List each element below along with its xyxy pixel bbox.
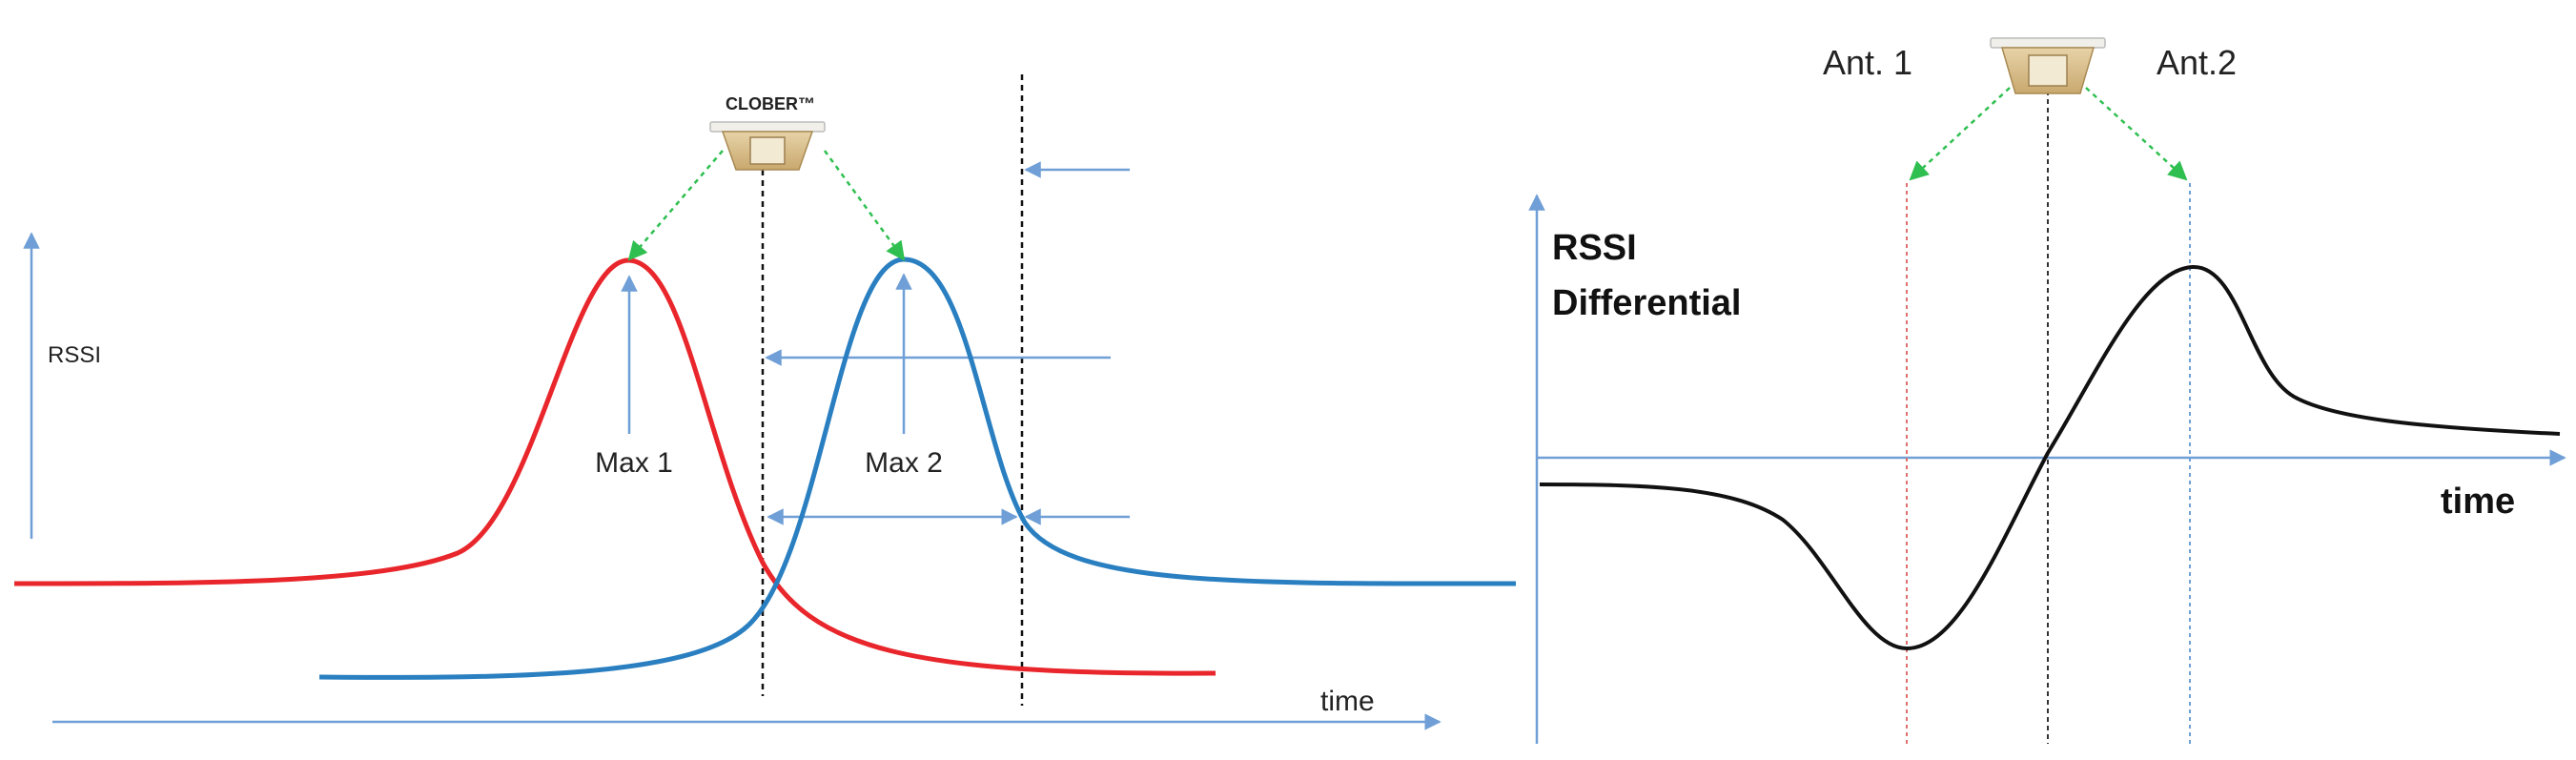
right-x-axis-label: time [2441, 482, 2515, 522]
max1-label: Max 1 [595, 447, 673, 479]
max2-label: Max 2 [865, 447, 943, 479]
ant1-label: Ant. 1 [1823, 43, 1912, 82]
beam-left-antenna-1 [627, 150, 724, 261]
left-y-axis-label: RSSI [48, 342, 101, 368]
beam-right-antenna-2 [2085, 87, 2188, 181]
beam-right-antenna-1 [1909, 87, 2011, 181]
left-x-axis-label: time [1320, 686, 1375, 717]
device-icon [1990, 37, 2106, 94]
beam-left-antenna-2 [823, 150, 906, 261]
clober-device-icon [709, 121, 826, 171]
device-brand-label: CLOBER™ [726, 94, 815, 113]
ant2-label: Ant.2 [2157, 43, 2237, 82]
left-panel: CLOBER™ RSSI Max 1 Max 2 time [13, 74, 1517, 730]
rssi-differential-curve [1539, 264, 2561, 651]
right-y-axis-label-line1: RSSI [1552, 228, 1637, 268]
right-y-axis-label-line2: Differential [1552, 283, 1741, 323]
right-panel: Ant. 1 Ant.2 RSSI Differential time [1528, 37, 2566, 744]
